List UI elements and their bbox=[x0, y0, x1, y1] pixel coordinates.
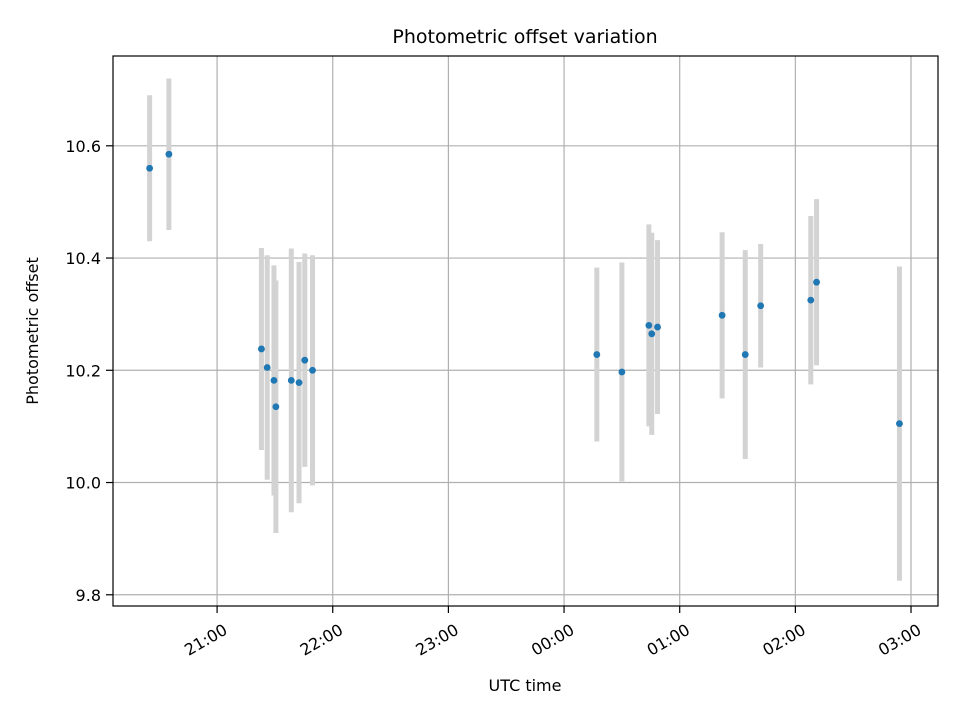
data-point bbox=[741, 351, 749, 358]
data-point bbox=[263, 364, 271, 371]
data-point bbox=[645, 321, 653, 329]
y-tick-label: 10.4 bbox=[65, 249, 101, 268]
x-axis-label: UTC time bbox=[489, 676, 562, 695]
data-point bbox=[648, 330, 656, 338]
data-points bbox=[146, 150, 903, 428]
data-point bbox=[270, 376, 278, 384]
grid-lines bbox=[113, 56, 938, 606]
y-tick-label: 10.2 bbox=[65, 361, 101, 380]
data-point bbox=[146, 164, 154, 172]
data-point bbox=[813, 278, 820, 286]
data-point bbox=[654, 323, 661, 331]
plot-frame bbox=[112, 55, 939, 607]
data-point bbox=[757, 302, 765, 310]
data-point bbox=[272, 403, 280, 411]
data-point bbox=[807, 296, 815, 304]
data-point bbox=[718, 311, 726, 319]
data-point bbox=[287, 376, 295, 384]
data-point bbox=[896, 420, 903, 428]
data-point bbox=[301, 356, 309, 364]
y-tick-label: 9.8 bbox=[76, 586, 101, 605]
y-axis-label: Photometric offset bbox=[23, 257, 42, 405]
data-point bbox=[309, 366, 316, 374]
data-point bbox=[618, 368, 626, 376]
chart-title: Photometric offset variation bbox=[392, 26, 657, 48]
data-point bbox=[258, 345, 265, 353]
y-tick-label: 10.0 bbox=[65, 474, 101, 493]
data-point bbox=[593, 351, 601, 358]
data-point bbox=[165, 150, 173, 158]
y-axis-ticks: 9.8 10.0 10.2 10.4 10.6 bbox=[65, 137, 113, 605]
data-point bbox=[295, 379, 303, 387]
y-tick-label: 10.6 bbox=[65, 137, 101, 156]
